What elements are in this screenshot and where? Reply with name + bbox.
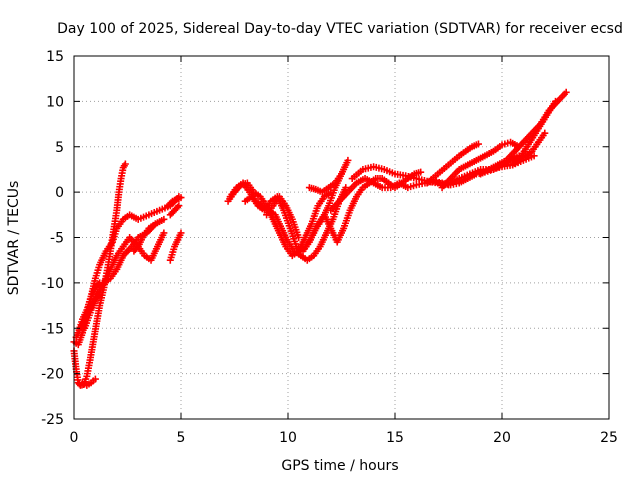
data-point [295, 234, 303, 241]
y-tick-label: -15 [41, 321, 64, 337]
series-arc-20 [438, 138, 523, 192]
y-tick-label: -25 [41, 412, 64, 428]
data-point [91, 375, 99, 383]
x-tick-label: 15 [386, 430, 404, 446]
data-point [417, 168, 425, 176]
data-point [96, 279, 104, 287]
data-point [133, 244, 141, 252]
data-point [562, 88, 570, 96]
series-arc-9 [166, 229, 185, 264]
series-arc-16 [305, 156, 352, 196]
y-tick-label: 0 [55, 185, 64, 201]
data-point [177, 194, 185, 202]
data-point [530, 152, 538, 160]
data-point [121, 160, 129, 168]
y-tick-label: -10 [41, 276, 64, 292]
x-tick-label: 0 [70, 430, 79, 446]
series-arc-5 [74, 279, 104, 337]
data-point [177, 229, 185, 237]
data-point [160, 229, 168, 237]
series-arc-1 [70, 160, 129, 389]
data-point [541, 129, 549, 137]
data-point [167, 199, 175, 207]
series-arc-23 [509, 129, 549, 169]
series-arc-6 [79, 375, 99, 389]
x-tick-label: 10 [279, 430, 297, 446]
series-arc-4 [81, 229, 168, 332]
series-arc-7 [130, 220, 159, 255]
series-arc-14 [263, 193, 303, 241]
x-axis-label: GPS time / hours [281, 458, 398, 474]
y-tick-label: -20 [41, 367, 64, 383]
y-axis-label: SDTVAR / TECUs [6, 181, 22, 296]
grid-lines [74, 56, 609, 419]
series-arc-13 [241, 170, 345, 255]
y-tick-label: 15 [46, 49, 64, 65]
data-point [474, 140, 482, 148]
series-arc-19 [423, 140, 482, 187]
data-point [552, 97, 559, 105]
y-tick-label: -5 [50, 231, 64, 247]
data-point [173, 203, 181, 211]
y-tick-label: 5 [55, 140, 64, 156]
data-series [70, 88, 570, 389]
data-point [175, 202, 183, 210]
x-tick-label: 25 [600, 430, 618, 446]
x-tick-label: 5 [177, 430, 186, 446]
y-tick-label: 10 [46, 94, 64, 110]
series-arc-10 [166, 202, 183, 219]
data-point [160, 215, 168, 223]
chart-title: Day 100 of 2025, Sidereal Day-to-day VTE… [57, 21, 623, 37]
data-point [342, 184, 350, 192]
data-point [344, 156, 352, 164]
series-arc-8 [164, 194, 185, 210]
data-point [94, 280, 102, 288]
data-point [151, 220, 159, 228]
axis-ticks: 0 5 10 15 20 25 15 10 5 0 -5 -10 -15 -20 -25 [41, 49, 618, 446]
x-tick-label: 20 [493, 430, 511, 446]
